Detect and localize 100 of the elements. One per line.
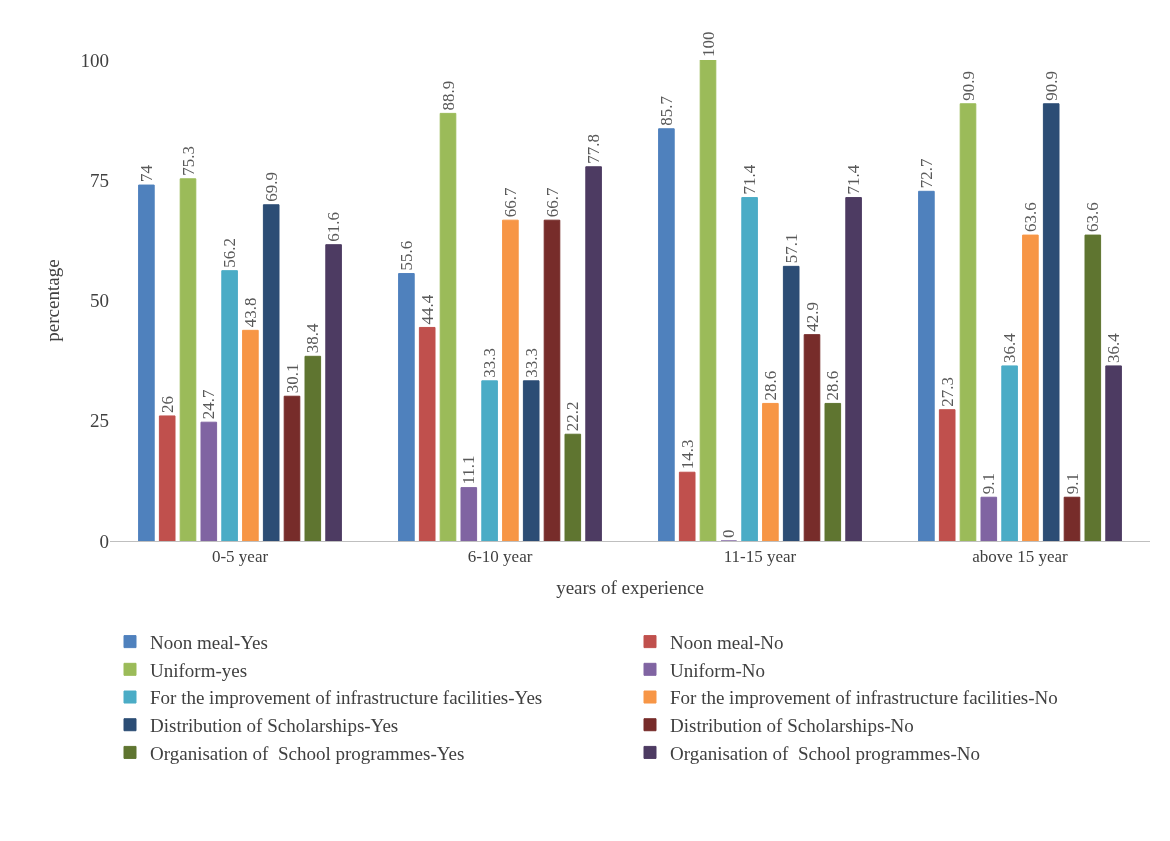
bar xyxy=(1084,234,1102,541)
legend-label: Uniform-yes xyxy=(150,659,248,681)
data-label: 63.6 xyxy=(1020,202,1040,233)
data-label: 61.6 xyxy=(324,211,344,242)
data-label: 9.1 xyxy=(979,472,999,495)
data-label: 36.4 xyxy=(1000,332,1020,363)
y-axis-title: percentage xyxy=(42,259,64,342)
bar xyxy=(918,190,935,541)
bar xyxy=(138,184,155,541)
data-label: 74 xyxy=(136,164,156,183)
legend-label: Distribution of Scholarships-No xyxy=(670,715,914,737)
bar xyxy=(460,487,478,541)
bar xyxy=(1022,234,1039,541)
legend-label: Uniform-No xyxy=(670,659,765,681)
data-label: 24.7 xyxy=(199,388,219,420)
legend-label: For the improvement of infrastructure facilities-Yes xyxy=(150,687,543,709)
data-label: 69.9 xyxy=(261,172,281,202)
data-label: 33.3 xyxy=(480,348,500,378)
legend-label: Distribution of Scholarships-Yes xyxy=(150,715,399,737)
bar xyxy=(158,415,176,541)
data-label: 55.6 xyxy=(396,240,416,271)
data-label: 30.1 xyxy=(282,363,302,394)
data-label: 36.4 xyxy=(1104,332,1124,363)
bar xyxy=(502,219,519,541)
bar xyxy=(418,326,436,541)
bar xyxy=(678,471,696,541)
data-label: 56.2 xyxy=(220,237,240,268)
legend-label: Noon meal-Yes xyxy=(150,632,268,654)
data-label: 100 xyxy=(698,31,718,57)
data-label: 44.4 xyxy=(417,294,437,325)
bar xyxy=(283,395,301,541)
bar xyxy=(481,380,498,541)
bar xyxy=(221,270,238,541)
data-label: 85.7 xyxy=(656,95,676,126)
data-label: 27.3 xyxy=(937,376,957,407)
y-tick-label: 50 xyxy=(90,290,109,312)
bar xyxy=(938,409,956,541)
bar xyxy=(658,128,675,541)
bar xyxy=(762,402,779,541)
y-tick-label: 25 xyxy=(90,410,109,432)
legend-label: For the improvement of infrastructure facilities-No xyxy=(670,687,1058,709)
data-label: 66.7 xyxy=(500,186,520,218)
bar xyxy=(1105,365,1122,541)
data-label: 71.4 xyxy=(844,164,864,195)
x-axis-title: years of experience xyxy=(556,577,704,599)
x-tick-label: above 15 year xyxy=(972,547,1069,567)
data-label: 88.9 xyxy=(438,80,458,111)
data-label: 28.6 xyxy=(760,370,780,401)
data-label: 63.6 xyxy=(1083,202,1103,233)
bar xyxy=(439,112,457,541)
data-label: 90.9 xyxy=(958,71,978,101)
data-label: 9.1 xyxy=(1062,472,1082,495)
data-label: 26 xyxy=(157,395,177,413)
bar xyxy=(1063,496,1081,541)
bar xyxy=(1001,365,1018,541)
data-label: 77.8 xyxy=(584,134,604,164)
bar xyxy=(398,273,415,541)
bar xyxy=(824,402,842,541)
bar xyxy=(845,197,862,541)
bar xyxy=(699,60,717,541)
bar xyxy=(803,334,821,541)
x-tick-label: 11-15 year xyxy=(723,547,797,567)
data-label: 38.4 xyxy=(303,323,323,354)
bar xyxy=(304,355,322,541)
y-tick-label: 100 xyxy=(80,49,109,71)
data-label: 33.3 xyxy=(521,348,541,378)
bar xyxy=(741,197,758,541)
y-tick-label: 75 xyxy=(90,169,109,191)
x-tick-label: 0-5 year xyxy=(211,547,269,567)
data-label: 71.4 xyxy=(740,164,760,195)
bar xyxy=(522,380,540,541)
legend-label: Organisation of School programmes-Yes xyxy=(150,742,465,764)
bar xyxy=(782,265,800,541)
data-label: 11.1 xyxy=(459,455,479,485)
y-tick-label: 0 xyxy=(99,530,109,552)
bar xyxy=(959,103,977,541)
bar xyxy=(325,244,342,541)
data-label: 90.9 xyxy=(1041,71,1061,101)
x-tick-label: 6-10 year xyxy=(467,547,533,567)
bar xyxy=(980,496,998,541)
bar xyxy=(200,421,218,541)
bar xyxy=(585,166,602,541)
bar xyxy=(564,433,582,541)
data-label: 0 xyxy=(719,529,739,538)
data-label: 57.1 xyxy=(781,233,801,264)
bar xyxy=(262,204,280,541)
data-label: 28.6 xyxy=(823,370,843,401)
bar xyxy=(1042,103,1060,541)
data-label: 42.9 xyxy=(802,301,822,332)
data-label: 72.7 xyxy=(916,158,936,189)
bar xyxy=(543,219,561,541)
data-label: 43.8 xyxy=(240,297,260,328)
data-label: 14.3 xyxy=(677,439,697,470)
legend-label: Organisation of School programmes-No xyxy=(670,742,980,764)
bar xyxy=(179,178,197,541)
legend-label: Noon meal-No xyxy=(670,632,784,654)
data-label: 66.7 xyxy=(542,186,562,218)
data-label: 75.3 xyxy=(178,146,198,176)
bar xyxy=(242,329,259,541)
data-label: 22.2 xyxy=(563,401,583,432)
